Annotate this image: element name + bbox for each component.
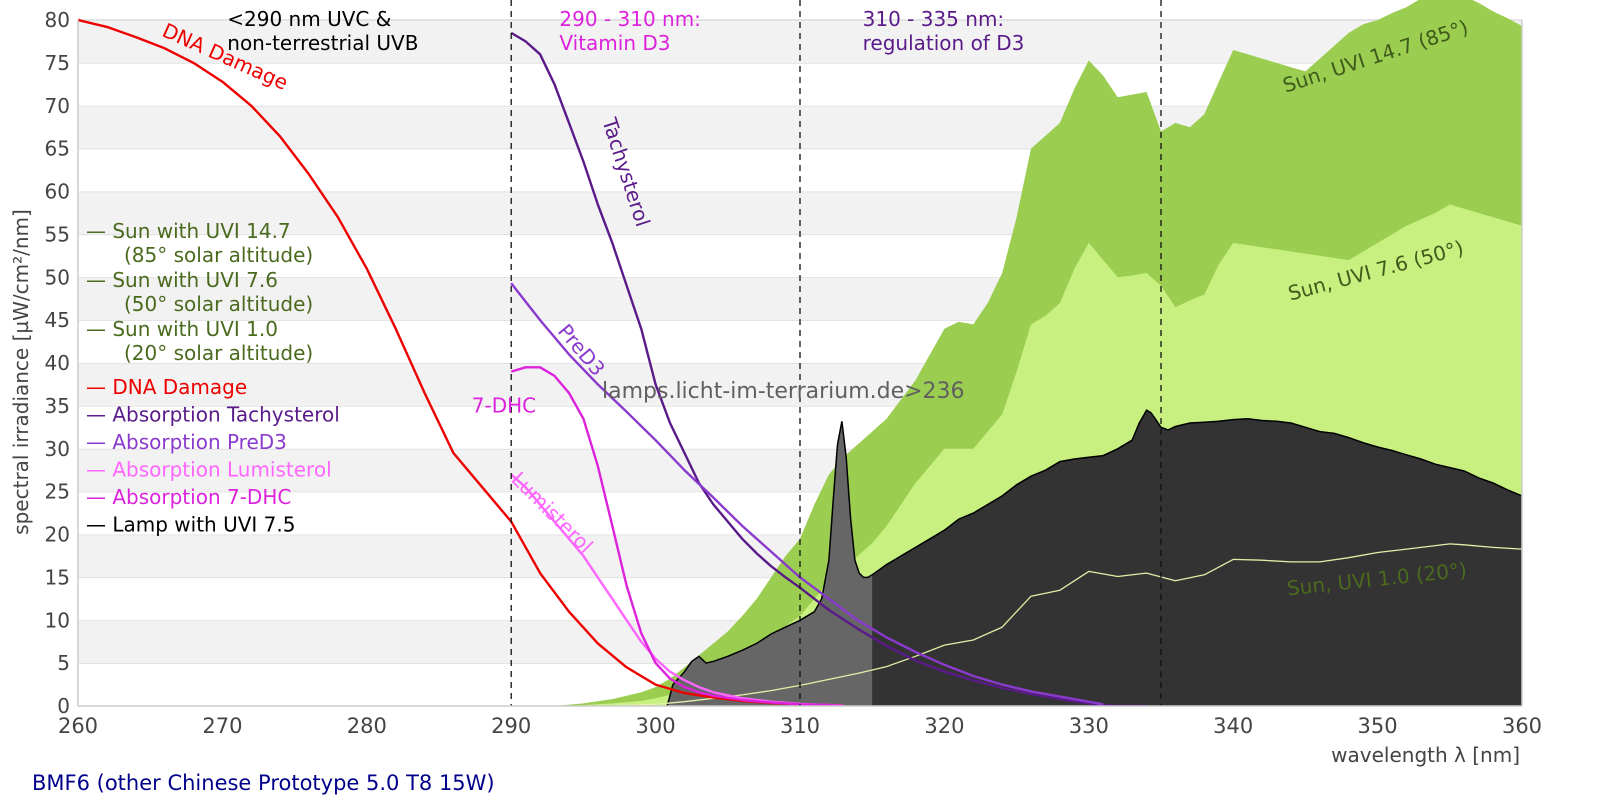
- region-annotation: 290 - 310 nm:: [559, 7, 701, 31]
- y-axis-label: spectral irradiance [µW/cm²/nm]: [9, 209, 33, 535]
- region-annotation: 310 - 335 nm:: [863, 7, 1005, 31]
- x-tick-label: 310: [780, 714, 820, 738]
- y-tick-label: 65: [45, 137, 70, 161]
- y-tick-label: 30: [45, 437, 70, 461]
- region-annotations: <290 nm UVC &non-terrestrial UVB 290 - 31…: [227, 7, 1024, 55]
- y-tick-label: 60: [45, 180, 70, 204]
- region-annotation: <290 nm UVC &: [227, 7, 391, 31]
- area-lamp-with-uvi-7-5: [667, 410, 1522, 706]
- outline-lamp-with-uvi-7-5: [666, 409, 1522, 706]
- legend-item: — Absorption PreD3: [86, 430, 287, 454]
- y-tick-label: 5: [57, 651, 70, 675]
- legend: — Sun with UVI 14.7(85° solar altitude)—…: [86, 219, 340, 537]
- legend-item-sub: (85° solar altitude): [124, 243, 313, 267]
- line-series: [78, 18, 1522, 706]
- y-tick-label: 0: [57, 694, 70, 718]
- legend-item: — Absorption Lumisterol: [86, 458, 332, 482]
- y-tick-label: 10: [45, 608, 70, 632]
- curve-label-absorption-7-dhc: 7-DHC: [472, 394, 536, 418]
- x-tick-label: 330: [1069, 714, 1109, 738]
- legend-item: — Sun with UVI 14.7: [86, 219, 291, 243]
- y-tick-label: 25: [45, 480, 70, 504]
- line-absorption-pred3: [510, 282, 1104, 706]
- line-absorption-7-dhc: [510, 366, 844, 706]
- y-tick-label: 15: [45, 565, 70, 589]
- x-tick-label: 350: [1358, 714, 1398, 738]
- legend-item: — Absorption Tachysterol: [86, 403, 340, 427]
- region-annotation: regulation of D3: [863, 31, 1025, 55]
- y-tick-label: 40: [45, 351, 70, 375]
- vertical-markers: [510, 0, 1162, 706]
- y-tick-label: 75: [45, 51, 70, 75]
- x-tick-label: 290: [491, 714, 531, 738]
- line-dna-damage: [78, 18, 844, 706]
- region-annotation: Vitamin D3: [559, 31, 670, 55]
- y-tick-label: 20: [45, 523, 70, 547]
- legend-item: — Absorption 7-DHC: [86, 485, 291, 509]
- x-tick-label: 280: [347, 714, 387, 738]
- legend-item: — Sun with UVI 1.0: [86, 317, 278, 341]
- y-tick-label: 80: [45, 8, 70, 32]
- footer-caption: BMF6 (other Chinese Prototype 5.0 T8 15W…: [32, 771, 495, 795]
- x-tick-label: 300: [636, 714, 676, 738]
- x-tick-label: 260: [58, 714, 98, 738]
- x-tick-label: 340: [1213, 714, 1253, 738]
- watermark: lamps.licht-im-terrarium.de>236: [602, 379, 965, 404]
- x-tick-label: 360: [1502, 714, 1542, 738]
- legend-item-sub: (20° solar altitude): [124, 341, 313, 365]
- y-tick-label: 55: [45, 222, 70, 246]
- region-annotation: non-terrestrial UVB: [227, 31, 418, 55]
- line-absorption-tachysterol: [510, 31, 1147, 706]
- legend-item: — DNA Damage: [86, 375, 247, 399]
- y-tick-label: 70: [45, 94, 70, 118]
- x-tick-label: 270: [202, 714, 242, 738]
- x-tick-label: 320: [924, 714, 964, 738]
- axes: 0 5 10 15 20 25 30 35 40 45 50 55 60 65 70 75 80 260 270 28…: [45, 8, 1543, 738]
- legend-item: — Lamp with UVI 7.5: [86, 513, 295, 537]
- y-tick-label: 35: [45, 394, 70, 418]
- line-sun-uvi-1-0-20: [597, 543, 1522, 706]
- area-highlight-lamp-with-uvi-7-5: [667, 421, 873, 706]
- legend-item: — Sun with UVI 7.6: [86, 268, 278, 292]
- y-tick-label: 45: [45, 308, 70, 332]
- area-series: [554, 0, 1522, 706]
- legend-item-sub: (50° solar altitude): [124, 292, 313, 316]
- x-axis-label: wavelength λ [nm]: [1331, 743, 1520, 767]
- y-tick-label: 50: [45, 265, 70, 289]
